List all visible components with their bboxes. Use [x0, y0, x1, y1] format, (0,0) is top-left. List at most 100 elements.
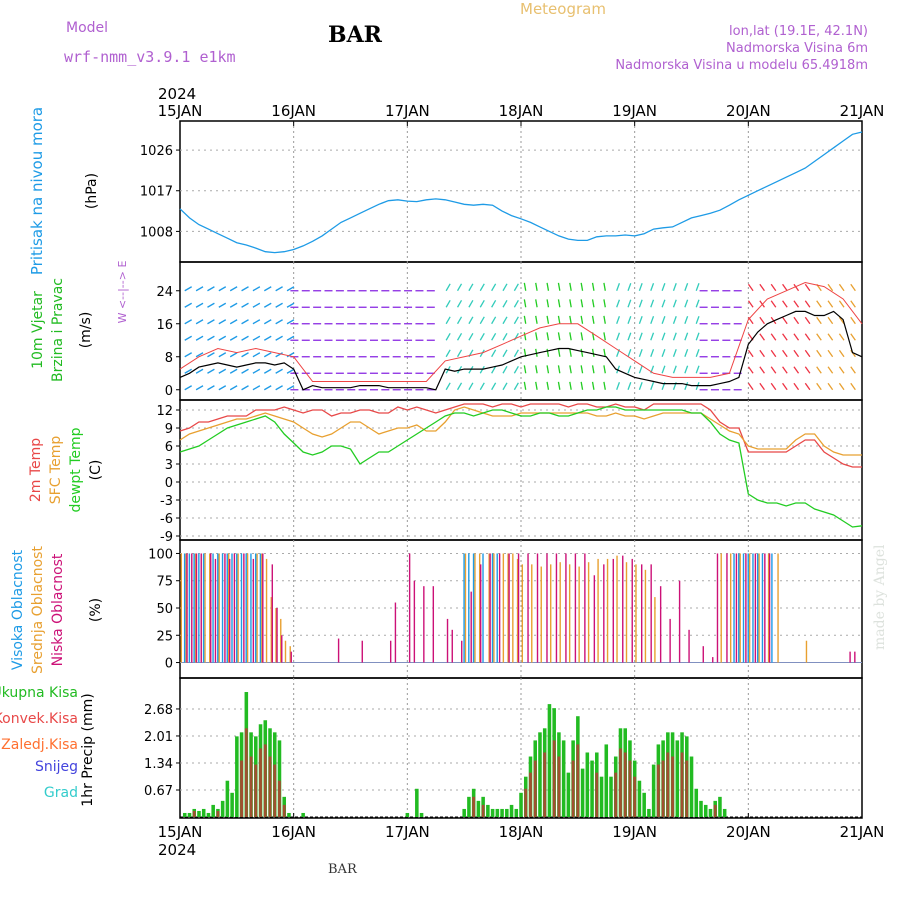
convective-precip-bar: [533, 760, 537, 817]
total-precip-bar: [415, 788, 419, 817]
low-cloud-bar: [224, 553, 226, 663]
wind-arrow: [263, 319, 272, 325]
wind-arrow: [672, 299, 677, 308]
low-cloud-bar: [252, 558, 255, 663]
low-cloud-bar: [622, 555, 624, 663]
wind-arrow: [827, 283, 834, 292]
wind-arrow: [695, 316, 700, 324]
mid-cloud-bar: [739, 553, 741, 663]
wind-arrow: [684, 365, 689, 374]
mid-cloud-bar: [464, 553, 467, 663]
mid-cloud-bar: [270, 597, 272, 663]
wind-arrow: [523, 315, 527, 324]
y-tick-label-pressure: 1017: [140, 185, 173, 200]
mid-cloud-bar: [777, 553, 779, 663]
low-cloud-bar: [745, 553, 747, 663]
wind-arrow: [838, 366, 845, 374]
wind-arrow: [782, 366, 788, 374]
wind-arrow: [770, 333, 777, 341]
wind-arrow: [491, 316, 497, 325]
mid-cloud-bar: [597, 558, 599, 663]
high-cloud-bar: [757, 553, 759, 663]
high-cloud-bar: [212, 553, 214, 663]
wind-arrow: [684, 332, 689, 341]
elevation-label: Nadmorska Visina 6m: [726, 41, 868, 56]
wind-arrow: [229, 385, 238, 391]
wind-arrow: [502, 332, 508, 341]
low-cloud-bar: [461, 640, 463, 663]
mid-cloud-bar: [246, 553, 249, 663]
wind-arrow: [770, 366, 777, 374]
wind-arrow: [546, 365, 550, 374]
wind-arrow: [638, 349, 643, 357]
wind-ylabel-1: 10m Vjetar: [30, 291, 46, 369]
mid-cloud-bar: [478, 553, 481, 663]
wind-arrow: [546, 299, 550, 308]
wind-arrow: [184, 352, 192, 358]
y-tick-label-temperature: -9: [160, 530, 173, 545]
wind-arrow: [804, 366, 811, 374]
cloud-ylabel-mid: Srednja Oblacnost: [30, 546, 46, 674]
low-cloud-bar: [854, 651, 856, 663]
low-cloud-bar: [479, 564, 482, 663]
y-tick-label-clouds: 100: [148, 547, 173, 562]
mid-cloud-bar: [521, 564, 523, 663]
wind-arrow: [672, 365, 677, 374]
convective-precip-bar: [240, 760, 243, 817]
wind-arrow: [491, 349, 497, 358]
low-cloud-bar: [641, 564, 643, 663]
high-cloud-bar: [733, 553, 735, 663]
wind-arrow: [827, 333, 834, 341]
wind-arrow: [850, 316, 856, 325]
temp-dewpt-line: [179, 406, 863, 528]
y-tick-label-clouds: 75: [156, 575, 173, 590]
low-cloud-bar: [768, 553, 771, 663]
wind-arrow: [782, 382, 788, 391]
x-tick-label-top: 17JAN: [385, 102, 430, 120]
wind-arrow: [838, 283, 845, 292]
wind-arrow: [207, 385, 215, 391]
wind-arrow: [650, 382, 655, 390]
wind-arrow: [523, 332, 527, 341]
wind-arrow: [445, 382, 451, 391]
chart-title: Meteogram: [520, 0, 606, 18]
high-cloud-bar: [254, 553, 257, 663]
wind-arrow: [672, 332, 677, 341]
wind-arrow: [275, 385, 283, 391]
wind-arrow: [580, 315, 584, 324]
wind-arrow: [502, 283, 508, 292]
wind-arrow: [661, 316, 666, 324]
wind-arrow: [638, 283, 643, 291]
x-tick-label-top: 16JAN: [271, 102, 316, 120]
low-cloud-bar: [423, 586, 425, 663]
wind-arrow: [286, 368, 295, 374]
mid-cloud-bar: [275, 608, 277, 663]
convective-precip-bar: [282, 804, 286, 817]
mid-cloud-bar: [720, 553, 722, 663]
wind-arrow: [456, 332, 463, 341]
wind-arrow: [195, 385, 204, 391]
wind-arrow: [252, 385, 261, 391]
mid-cloud-bar: [550, 564, 552, 663]
mid-cloud-bar: [289, 646, 291, 663]
high-cloud-bar: [217, 553, 219, 663]
wind-arrow: [546, 282, 550, 291]
wind-arrow: [218, 319, 227, 325]
mid-cloud-bar: [606, 558, 609, 663]
wind-arrow: [275, 335, 283, 341]
wind-arrow: [195, 319, 204, 325]
low-cloud-bar: [451, 629, 453, 663]
wind-arrow: [603, 282, 606, 291]
low-cloud-bar: [498, 553, 501, 663]
wind-arrow: [569, 332, 572, 341]
wind-arrow: [695, 349, 700, 357]
low-cloud-bar: [361, 640, 363, 663]
low-cloud-bar: [262, 553, 264, 663]
wind-arrow: [770, 349, 777, 358]
wind-arrow: [603, 365, 606, 374]
cloud-unit: (%): [88, 598, 104, 622]
total-precip-bar: [699, 800, 703, 817]
x-tick-label-bottom: 20JAN: [726, 823, 771, 841]
wind-arrow: [684, 299, 689, 308]
wind-arrow: [252, 368, 261, 374]
